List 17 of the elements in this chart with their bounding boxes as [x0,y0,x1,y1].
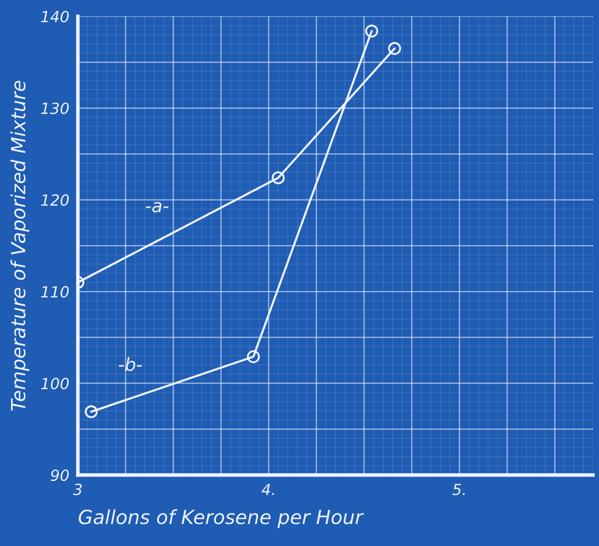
x-tick-label: 4. [262,484,274,495]
y-tick-label: 110 [41,286,69,298]
y-tick-label: 140 [41,10,69,22]
y-tick-label: 120 [41,194,69,206]
point [84,405,98,418]
y-tick-label: 90 [50,469,69,482]
y-axis-title: Temperature of Vaporized Mixture [10,80,30,411]
x-axis-title: Gallons of Kerosene per Hour [78,509,364,528]
y-tick-label: 130 [41,102,69,114]
point [272,171,285,184]
series-label: -a- [146,202,168,212]
point [365,24,378,38]
point [388,42,402,55]
x-tick-label: 5. [452,484,465,496]
point [246,350,260,364]
y-tick-label: 100 [41,378,69,390]
x-tick-label: 3 [73,484,82,496]
